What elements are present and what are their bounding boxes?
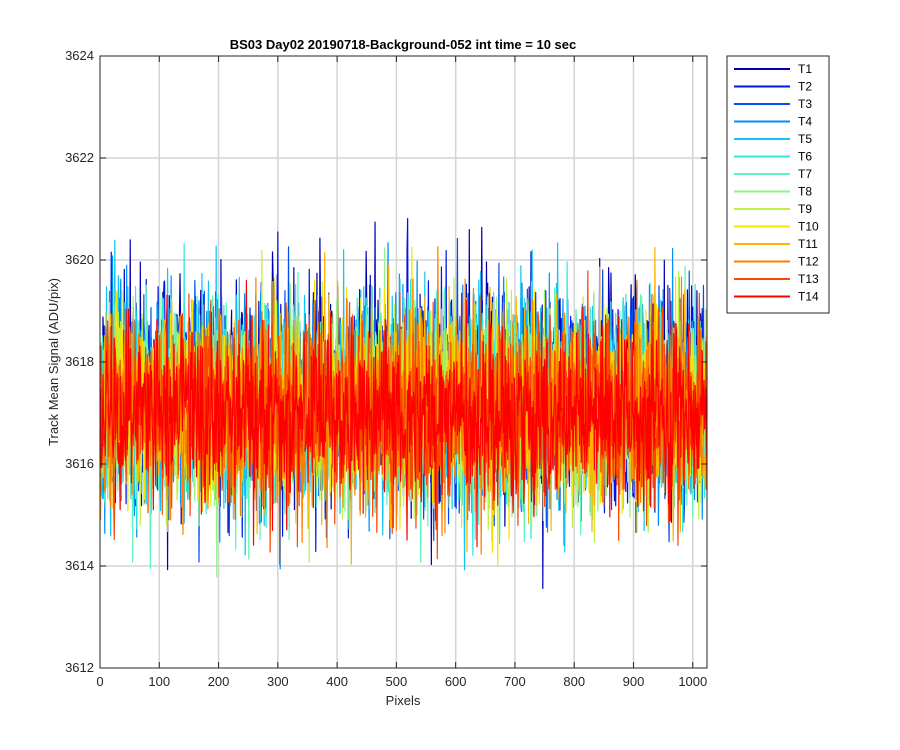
legend-label-t14: T14	[798, 290, 819, 304]
y-tick-label: 3620	[65, 252, 94, 267]
x-tick-label: 600	[445, 674, 467, 689]
chart-title: BS03 Day02 20190718-Background-052 int t…	[230, 37, 577, 52]
x-axis-label: Pixels	[386, 693, 421, 708]
y-tick-label: 3612	[65, 660, 94, 675]
series-group	[99, 217, 708, 590]
legend-label-t3: T3	[798, 97, 812, 111]
y-tick-label: 3614	[65, 558, 94, 573]
y-tick-label: 3622	[65, 150, 94, 165]
x-tick-label: 800	[563, 674, 585, 689]
legend-label-t13: T13	[798, 272, 819, 286]
x-tick-label: 300	[267, 674, 289, 689]
legend-label-t1: T1	[798, 62, 812, 76]
legend-label-t5: T5	[798, 132, 812, 146]
y-tick-label: 3616	[65, 456, 94, 471]
y-tick-label: 3624	[65, 48, 94, 63]
x-tick-label: 1000	[678, 674, 707, 689]
x-tick-label: 0	[96, 674, 103, 689]
legend-label-t11: T11	[798, 237, 818, 251]
legend-label-t10: T10	[798, 220, 819, 234]
x-tick-label: 200	[208, 674, 230, 689]
legend-label-t12: T12	[798, 255, 819, 269]
legend: T1 T2 T3 T4 T5 T6 T7 T8 T9 T10 T11 T12 T13 T14	[726, 55, 830, 314]
series-line-t14	[99, 279, 708, 548]
x-tick-label: 900	[623, 674, 645, 689]
x-tick-label: 100	[148, 674, 170, 689]
legend-label-t8: T8	[798, 185, 812, 199]
legend-label-t9: T9	[798, 202, 812, 216]
y-axis-label: Track Mean Signal (ADU/pix)	[46, 278, 61, 446]
legend-label-t2: T2	[798, 80, 812, 94]
legend-label-t4: T4	[798, 115, 812, 129]
legend-box	[726, 55, 830, 314]
y-tick-label: 3618	[65, 354, 94, 369]
legend-label-t7: T7	[798, 167, 812, 181]
x-tick-label: 700	[504, 674, 526, 689]
axis-ticks: 0 100 200 300 400 500 600 700 800 900 1000 3612 3614…	[65, 48, 707, 689]
x-tick-label: 500	[386, 674, 408, 689]
x-tick-label: 400	[326, 674, 348, 689]
legend-label-t6: T6	[798, 150, 812, 164]
